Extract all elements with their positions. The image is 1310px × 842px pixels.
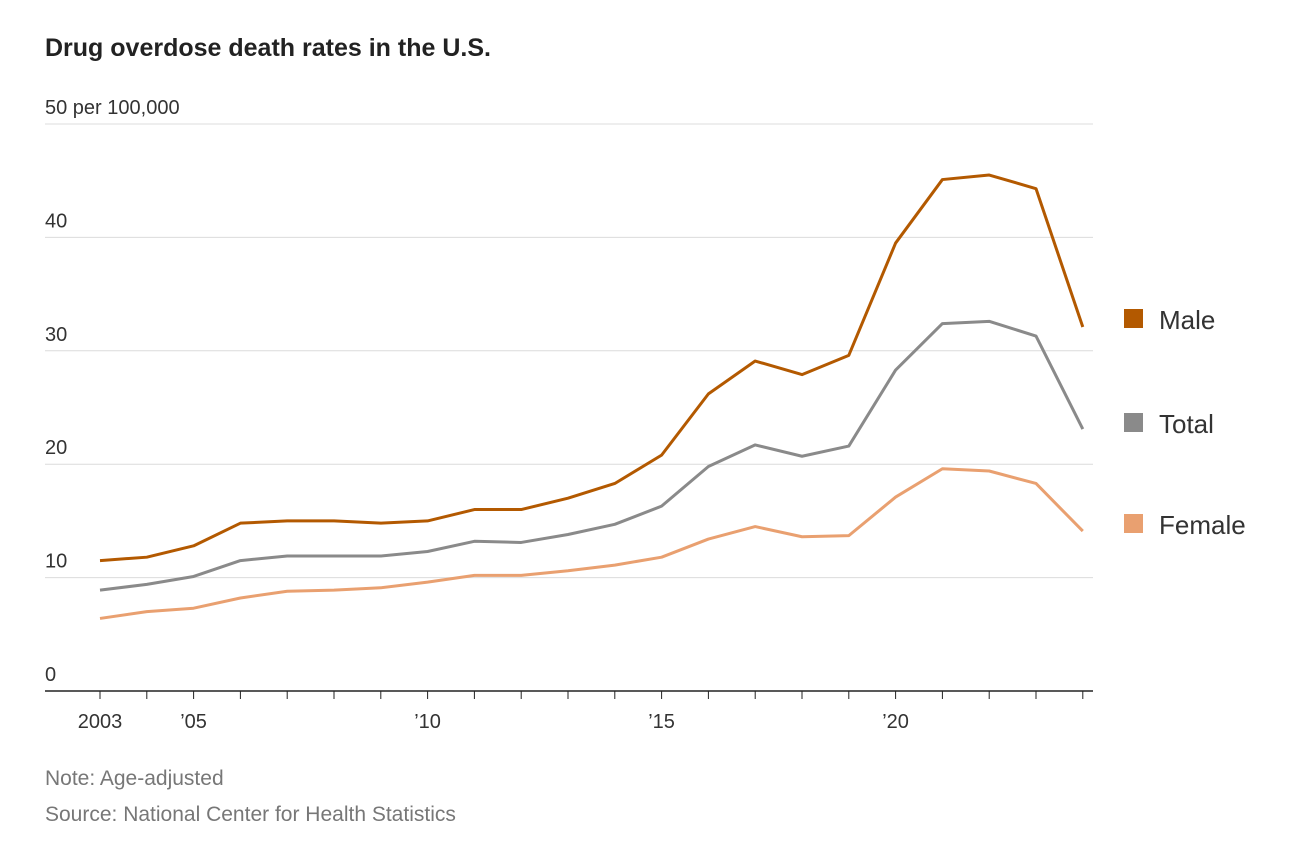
legend-swatch-total [1124,413,1143,432]
y-tick-label: 30 [45,324,67,346]
x-tick-label: ’10 [414,711,441,733]
y-tick-label: 10 [45,551,67,573]
note-text: Note: Age-adjusted [45,767,224,790]
legend-label-total: Total [1159,409,1214,439]
series-line-total [99,319,1085,592]
x-tick-label: 2003 [78,711,123,733]
x-tick-label: ’20 [882,711,909,733]
legend-label-female: Female [1159,510,1246,540]
y-axis-label: 50 per 100,000 [45,97,180,119]
source-text: Source: National Center for Health Stati… [45,803,456,826]
y-tick-label: 0 [45,664,56,686]
series-line-female [99,467,1084,620]
legend-label-male: Male [1159,305,1215,335]
legend-swatch-female [1124,514,1143,533]
series-line-male [99,173,1085,563]
y-tick-label: 20 [45,437,67,459]
legend-swatch-male [1124,309,1143,328]
x-tick-label: ’05 [180,711,207,733]
x-tick-label: ’15 [648,711,675,733]
y-tick-label: 40 [45,210,67,232]
chart-title: Drug overdose death rates in the U.S. [45,34,491,62]
